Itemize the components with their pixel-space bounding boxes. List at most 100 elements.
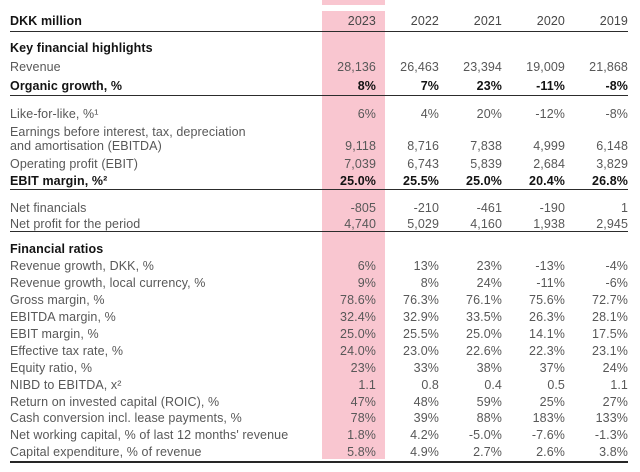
value-cell: 8% bbox=[357, 78, 376, 93]
value-cell: 32.4% bbox=[340, 310, 376, 325]
value-cell: 24% bbox=[602, 360, 628, 375]
row-label: Organic growth, % bbox=[10, 78, 123, 93]
value-cell: -13% bbox=[535, 259, 565, 274]
row-ebitda-margin: EBITDA margin, % 32.4% 32.9% 33.5% 26.3%… bbox=[10, 309, 628, 326]
section-title-key-financial-highlights: Key financial highlights bbox=[10, 38, 628, 57]
value-cell: 23.1% bbox=[592, 343, 628, 358]
row-like-for-like: Like-for-like, %¹ 6% 4% 20% -12% -8% bbox=[10, 104, 628, 123]
value-cell: 8% bbox=[420, 276, 439, 291]
value-cell: 24% bbox=[476, 276, 502, 291]
row-label: Net profit for the period bbox=[10, 217, 141, 231]
row-label: Return on invested capital (ROIC), % bbox=[10, 394, 220, 409]
row-net-financials: Net financials -805 -210 -461 -190 1 bbox=[10, 198, 628, 217]
value-cell: 28,136 bbox=[337, 59, 376, 74]
row-organic-growth: Organic growth, % 8% 7% 23% -11% -8% bbox=[10, 76, 628, 96]
value-cell: 23% bbox=[476, 78, 502, 93]
value-cell: 6% bbox=[357, 259, 376, 274]
value-cell: 22.6% bbox=[466, 343, 502, 358]
value-cell: 4.2% bbox=[410, 428, 439, 443]
value-cell: 2,684 bbox=[533, 157, 565, 171]
value-cell: -8% bbox=[605, 106, 628, 121]
highlight-column-top-fragment bbox=[322, 0, 385, 5]
row-nibd-to-ebitda: NIBD to EBITDA, x² 1.1 0.8 0.4 0.5 1.1 bbox=[10, 376, 628, 393]
value-cell: -461 bbox=[476, 200, 502, 215]
value-cell: 6,148 bbox=[596, 139, 628, 153]
row-ebitda: Earnings before interest, tax, depreciat… bbox=[10, 123, 628, 155]
row-label: Operating profit (EBIT) bbox=[10, 157, 139, 171]
value-cell: 1.1 bbox=[358, 377, 376, 392]
row-net-working-capital: Net working capital, % of last 12 months… bbox=[10, 427, 628, 444]
section-title-financial-ratios: Financial ratios bbox=[10, 239, 628, 258]
value-cell: 76.1% bbox=[466, 293, 502, 308]
value-cell: 9,118 bbox=[345, 139, 376, 153]
value-cell: 20.4% bbox=[529, 174, 565, 188]
row-label: Capital expenditure, % of revenue bbox=[10, 445, 202, 460]
value-cell: 3,829 bbox=[596, 157, 628, 171]
value-cell: 4.9% bbox=[410, 445, 439, 460]
value-cell: 33% bbox=[413, 360, 439, 375]
value-cell: 1.1 bbox=[610, 377, 628, 392]
year-header-2019: 2019 bbox=[599, 14, 628, 28]
row-operating-profit: Operating profit (EBIT) 7,039 6,743 5,83… bbox=[10, 155, 628, 173]
value-cell: 9% bbox=[357, 276, 376, 291]
value-cell: 72.7% bbox=[592, 293, 628, 308]
value-cell: 25.5% bbox=[403, 327, 439, 341]
value-cell: 25.0% bbox=[466, 174, 502, 188]
year-header-2022: 2022 bbox=[410, 14, 439, 28]
value-cell: -8% bbox=[605, 78, 628, 93]
value-cell: 20% bbox=[476, 106, 502, 121]
value-cell: 4,999 bbox=[533, 139, 565, 153]
table-header-row: DKK million 2023 2022 2021 2020 2019 bbox=[10, 11, 628, 32]
row-label: Net financials bbox=[10, 200, 87, 215]
value-cell: 75.6% bbox=[529, 293, 565, 308]
value-cell: -6% bbox=[605, 276, 628, 291]
value-cell: 39% bbox=[413, 411, 439, 426]
row-label-line2: and amortisation (EBITDA) bbox=[10, 139, 162, 153]
row-equity-ratio: Equity ratio, % 23% 33% 38% 37% 24% bbox=[10, 359, 628, 376]
value-cell: 0.4 bbox=[484, 377, 502, 392]
value-cell: 0.8 bbox=[421, 377, 439, 392]
value-cell: 33.5% bbox=[466, 310, 502, 325]
value-cell: 6% bbox=[357, 106, 376, 121]
value-cell: 14.1% bbox=[529, 327, 565, 341]
value-cell: -12% bbox=[535, 106, 565, 121]
value-cell: -210 bbox=[413, 200, 439, 215]
value-cell: 76.3% bbox=[403, 293, 439, 308]
value-cell: 26.8% bbox=[592, 174, 628, 188]
value-cell: 25.0% bbox=[340, 174, 376, 188]
value-cell: -7.6% bbox=[531, 428, 565, 443]
value-cell: 47% bbox=[350, 394, 376, 409]
row-ebit-margin-highlight: EBIT margin, %² 25.0% 25.5% 25.0% 20.4% … bbox=[10, 173, 628, 190]
value-cell: -5.0% bbox=[468, 428, 502, 443]
row-label: Earnings before interest, tax, depreciat… bbox=[10, 125, 313, 153]
value-cell: -805 bbox=[350, 200, 376, 215]
row-ebit-margin-ratio: EBIT margin, % 25.0% 25.5% 25.0% 14.1% 1… bbox=[10, 326, 628, 343]
value-cell: 22.3% bbox=[529, 343, 565, 358]
highlight-column-2023 bbox=[322, 11, 385, 459]
value-cell: -4% bbox=[605, 259, 628, 274]
row-label: Like-for-like, %¹ bbox=[10, 106, 99, 121]
unit-label: DKK million bbox=[10, 14, 82, 28]
value-cell: 1,938 bbox=[533, 217, 565, 231]
value-cell: 7,039 bbox=[344, 157, 376, 171]
row-net-profit: Net profit for the period 4,740 5,029 4,… bbox=[10, 217, 628, 232]
row-label: Effective tax rate, % bbox=[10, 343, 124, 358]
value-cell: 8,716 bbox=[407, 139, 439, 153]
row-label: EBIT margin, % bbox=[10, 327, 99, 341]
row-effective-tax-rate: Effective tax rate, % 24.0% 23.0% 22.6% … bbox=[10, 342, 628, 359]
value-cell: 59% bbox=[476, 394, 502, 409]
value-cell: 23,394 bbox=[463, 59, 502, 74]
value-cell: 133% bbox=[595, 411, 628, 426]
value-cell: 23% bbox=[476, 259, 502, 274]
value-cell: 2.6% bbox=[536, 445, 565, 460]
value-cell: 25.0% bbox=[340, 327, 376, 341]
row-revenue: Revenue 28,136 26,463 23,394 19,009 21,8… bbox=[10, 57, 628, 76]
row-label: NIBD to EBITDA, x² bbox=[10, 377, 122, 392]
value-cell: 17.5% bbox=[592, 327, 628, 341]
row-capital-expenditure: Capital expenditure, % of revenue 5.8% 4… bbox=[10, 444, 628, 463]
value-cell: -11% bbox=[536, 78, 565, 93]
value-cell: 7% bbox=[420, 78, 439, 93]
row-label: EBIT margin, %² bbox=[10, 174, 108, 188]
row-label: Cash conversion incl. lease payments, % bbox=[10, 411, 242, 426]
